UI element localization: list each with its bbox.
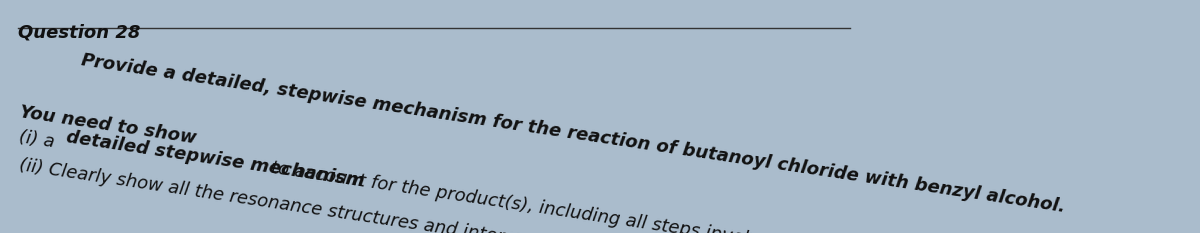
Text: Provide a detailed, stepwise mechanism for the reaction of butanoyl chloride wit: Provide a detailed, stepwise mechanism f… [80, 51, 1067, 216]
Text: to account for the product(s), including all steps involved: to account for the product(s), including… [65, 128, 782, 233]
Text: Question 28: Question 28 [18, 23, 140, 41]
Text: detailed stepwise mechanism: detailed stepwise mechanism [65, 128, 366, 190]
Text: (i) a: (i) a [18, 128, 61, 152]
Text: (ii) Clearly show all the resonance structures and intermediates formed leading : (ii) Clearly show all the resonance stru… [18, 156, 758, 233]
Text: You need to show: You need to show [18, 103, 197, 147]
Text: the product.: the product. [18, 156, 702, 233]
